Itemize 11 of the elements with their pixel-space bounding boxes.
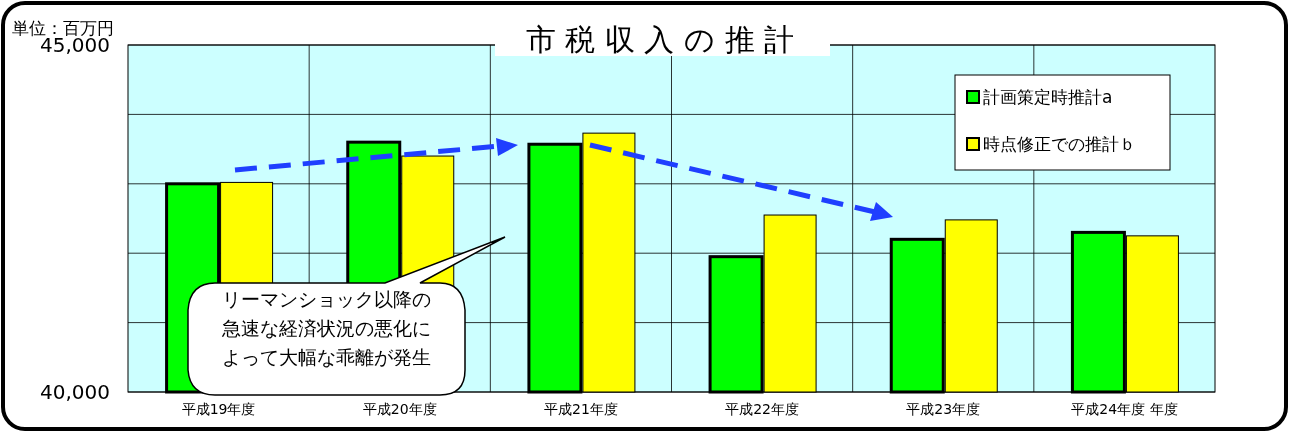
x-tick-label: 平成22年度 (725, 401, 799, 417)
x-tick-label: 平成21年度 (544, 401, 618, 417)
x-tick-label: 平成20年度 (362, 401, 437, 417)
legend-label: 時点修正での推計ｂ (983, 133, 1136, 154)
y-tick-label: 40,000 (40, 380, 110, 404)
x-tick-label: 平成24年度 年度 (1071, 401, 1178, 417)
x-tick-label: 平成23年度 (906, 401, 981, 417)
legend-label: 計画策定時推計a (983, 86, 1113, 107)
chart-title: 市 税 収 入 の 推 計 (525, 22, 795, 57)
annotation: リーマンショック以降の急速な経済状況の悪化によって大幅な乖離が発生 (220, 288, 431, 368)
x-tick-label: 平成19年度 (181, 401, 256, 417)
